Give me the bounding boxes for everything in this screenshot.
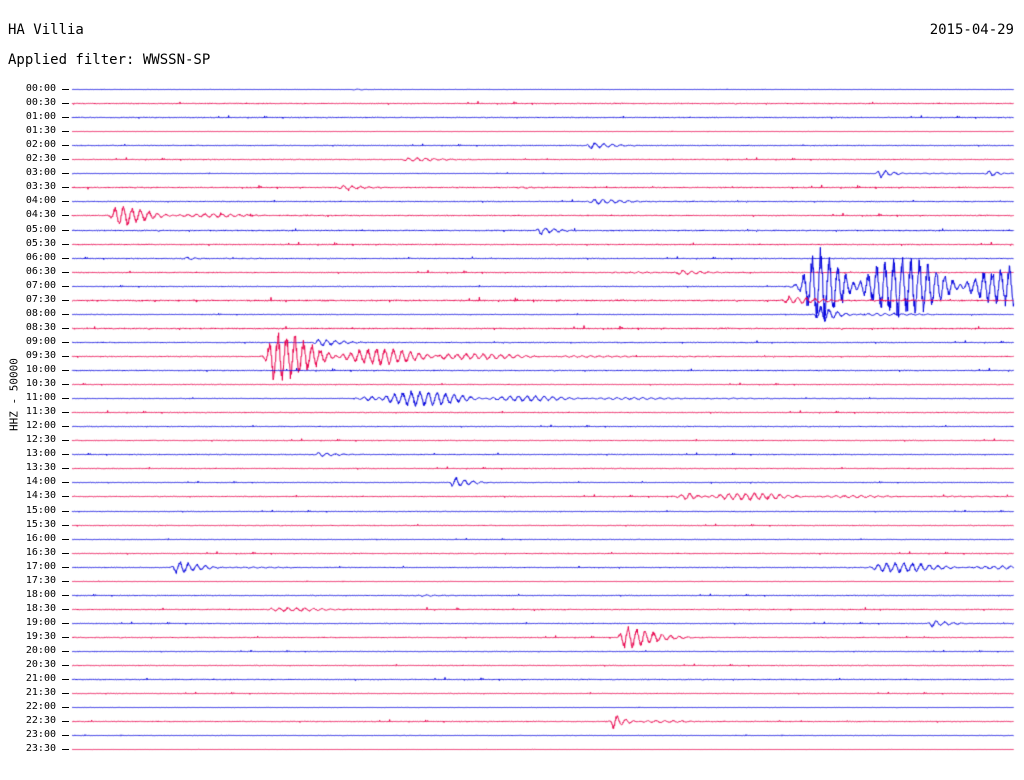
- time-tick-mark: [62, 553, 69, 554]
- time-tick-label: 03:00: [25, 167, 56, 179]
- time-tick-mark: [62, 230, 69, 231]
- time-tick-label: 07:30: [25, 293, 56, 305]
- time-tick-mark: [62, 286, 69, 287]
- time-tick-label: 22:00: [25, 701, 56, 713]
- time-tick-mark: [62, 623, 69, 624]
- time-tick-label: 11:00: [25, 392, 56, 404]
- time-tick-mark: [62, 735, 69, 736]
- time-tick-mark: [62, 370, 69, 371]
- time-tick-label: 19:00: [25, 616, 56, 628]
- time-tick-label: 05:30: [25, 237, 56, 249]
- time-tick-label: 23:00: [25, 729, 56, 741]
- time-tick-mark: [62, 721, 69, 722]
- time-tick-label: 19:30: [25, 630, 56, 642]
- time-tick-label: 04:30: [25, 209, 56, 221]
- time-tick-mark: [62, 609, 69, 610]
- time-tick-mark: [62, 707, 69, 708]
- time-tick-mark: [62, 159, 69, 160]
- time-tick-mark: [62, 482, 69, 483]
- time-tick-mark: [62, 454, 69, 455]
- time-tick-label: 23:30: [25, 743, 56, 755]
- time-tick-label: 09:30: [25, 349, 56, 361]
- time-tick-mark: [62, 525, 69, 526]
- time-tick-label: 22:30: [25, 715, 56, 727]
- time-tick-mark: [62, 117, 69, 118]
- time-tick-label: 13:00: [25, 448, 56, 460]
- time-tick-label: 06:30: [25, 265, 56, 277]
- time-tick-label: 17:30: [25, 574, 56, 586]
- time-tick-mark: [62, 581, 69, 582]
- time-tick-mark: [62, 693, 69, 694]
- time-tick-mark: [62, 328, 69, 329]
- time-tick-mark: [62, 426, 69, 427]
- time-tick-mark: [62, 539, 69, 540]
- time-tick-mark: [62, 272, 69, 273]
- time-tick-label: 16:00: [25, 532, 56, 544]
- time-tick-label: 14:00: [25, 476, 56, 488]
- time-tick-label: 01:30: [25, 125, 56, 137]
- time-tick-mark: [62, 511, 69, 512]
- time-tick-label: 12:00: [25, 420, 56, 432]
- time-tick-mark: [62, 258, 69, 259]
- time-tick-label: 21:30: [25, 687, 56, 699]
- time-tick-label: 03:30: [25, 181, 56, 193]
- time-tick-label: 13:30: [25, 462, 56, 474]
- time-tick-label: 07:00: [25, 279, 56, 291]
- time-tick-label: 20:00: [25, 645, 56, 656]
- time-tick-mark: [62, 356, 69, 357]
- time-tick-mark: [62, 595, 69, 596]
- time-tick-label: 10:00: [25, 364, 56, 375]
- time-tick-mark: [62, 244, 69, 245]
- time-tick-label: 02:30: [25, 153, 56, 165]
- time-tick-mark: [62, 468, 69, 469]
- time-tick-mark: [62, 314, 69, 315]
- time-tick-label: 18:30: [25, 602, 56, 614]
- time-tick-mark: [62, 398, 69, 399]
- time-tick-label: 05:00: [25, 223, 56, 235]
- time-tick-mark: [62, 145, 69, 146]
- time-tick-mark: [62, 187, 69, 188]
- time-tick-label: 09:00: [25, 335, 56, 347]
- time-tick-mark: [62, 637, 69, 638]
- time-tick-mark: [62, 749, 69, 750]
- time-tick-label: 16:30: [25, 546, 56, 558]
- time-tick-mark: [62, 131, 69, 132]
- time-tick-mark: [62, 651, 69, 652]
- time-tick-label: 17:00: [25, 560, 56, 572]
- time-tick-label: 01:00: [25, 111, 56, 123]
- time-tick-label: 15:30: [25, 518, 56, 530]
- time-tick-mark: [62, 300, 69, 301]
- time-tick-mark: [62, 679, 69, 680]
- time-tick-label: 11:30: [25, 406, 56, 418]
- time-tick-label: 00:00: [25, 83, 56, 94]
- time-tick-label: 06:00: [25, 251, 56, 263]
- time-tick-mark: [62, 496, 69, 497]
- time-tick-mark: [62, 440, 69, 441]
- time-tick-mark: [62, 412, 69, 413]
- time-tick-label: 12:30: [25, 434, 56, 446]
- time-tick-label: 14:30: [25, 490, 56, 502]
- time-tick-mark: [62, 342, 69, 343]
- time-tick-mark: [62, 173, 69, 174]
- time-tick-label: 02:00: [25, 139, 56, 151]
- time-tick-label: 00:30: [25, 97, 56, 109]
- time-tick-label: 21:00: [25, 673, 56, 685]
- time-tick-label: 08:30: [25, 321, 56, 333]
- time-tick-label: 15:00: [25, 504, 56, 516]
- time-tick-mark: [62, 567, 69, 568]
- time-tick-mark: [62, 215, 69, 216]
- time-tick-label: 08:00: [25, 307, 56, 319]
- time-tick-label: 10:30: [25, 378, 56, 390]
- time-tick-mark: [62, 103, 69, 104]
- time-axis: 00:00 00:30 01:00 01:30 02:00 02:30 03:00 03:30…: [0, 0, 72, 780]
- time-tick-mark: [62, 665, 69, 666]
- time-tick-mark: [62, 89, 69, 90]
- time-tick-label: 04:00: [25, 195, 56, 207]
- time-tick-mark: [62, 201, 69, 202]
- time-tick-mark: [62, 384, 69, 385]
- time-tick-label: 20:30: [25, 659, 56, 671]
- time-tick-label: 18:00: [25, 588, 56, 600]
